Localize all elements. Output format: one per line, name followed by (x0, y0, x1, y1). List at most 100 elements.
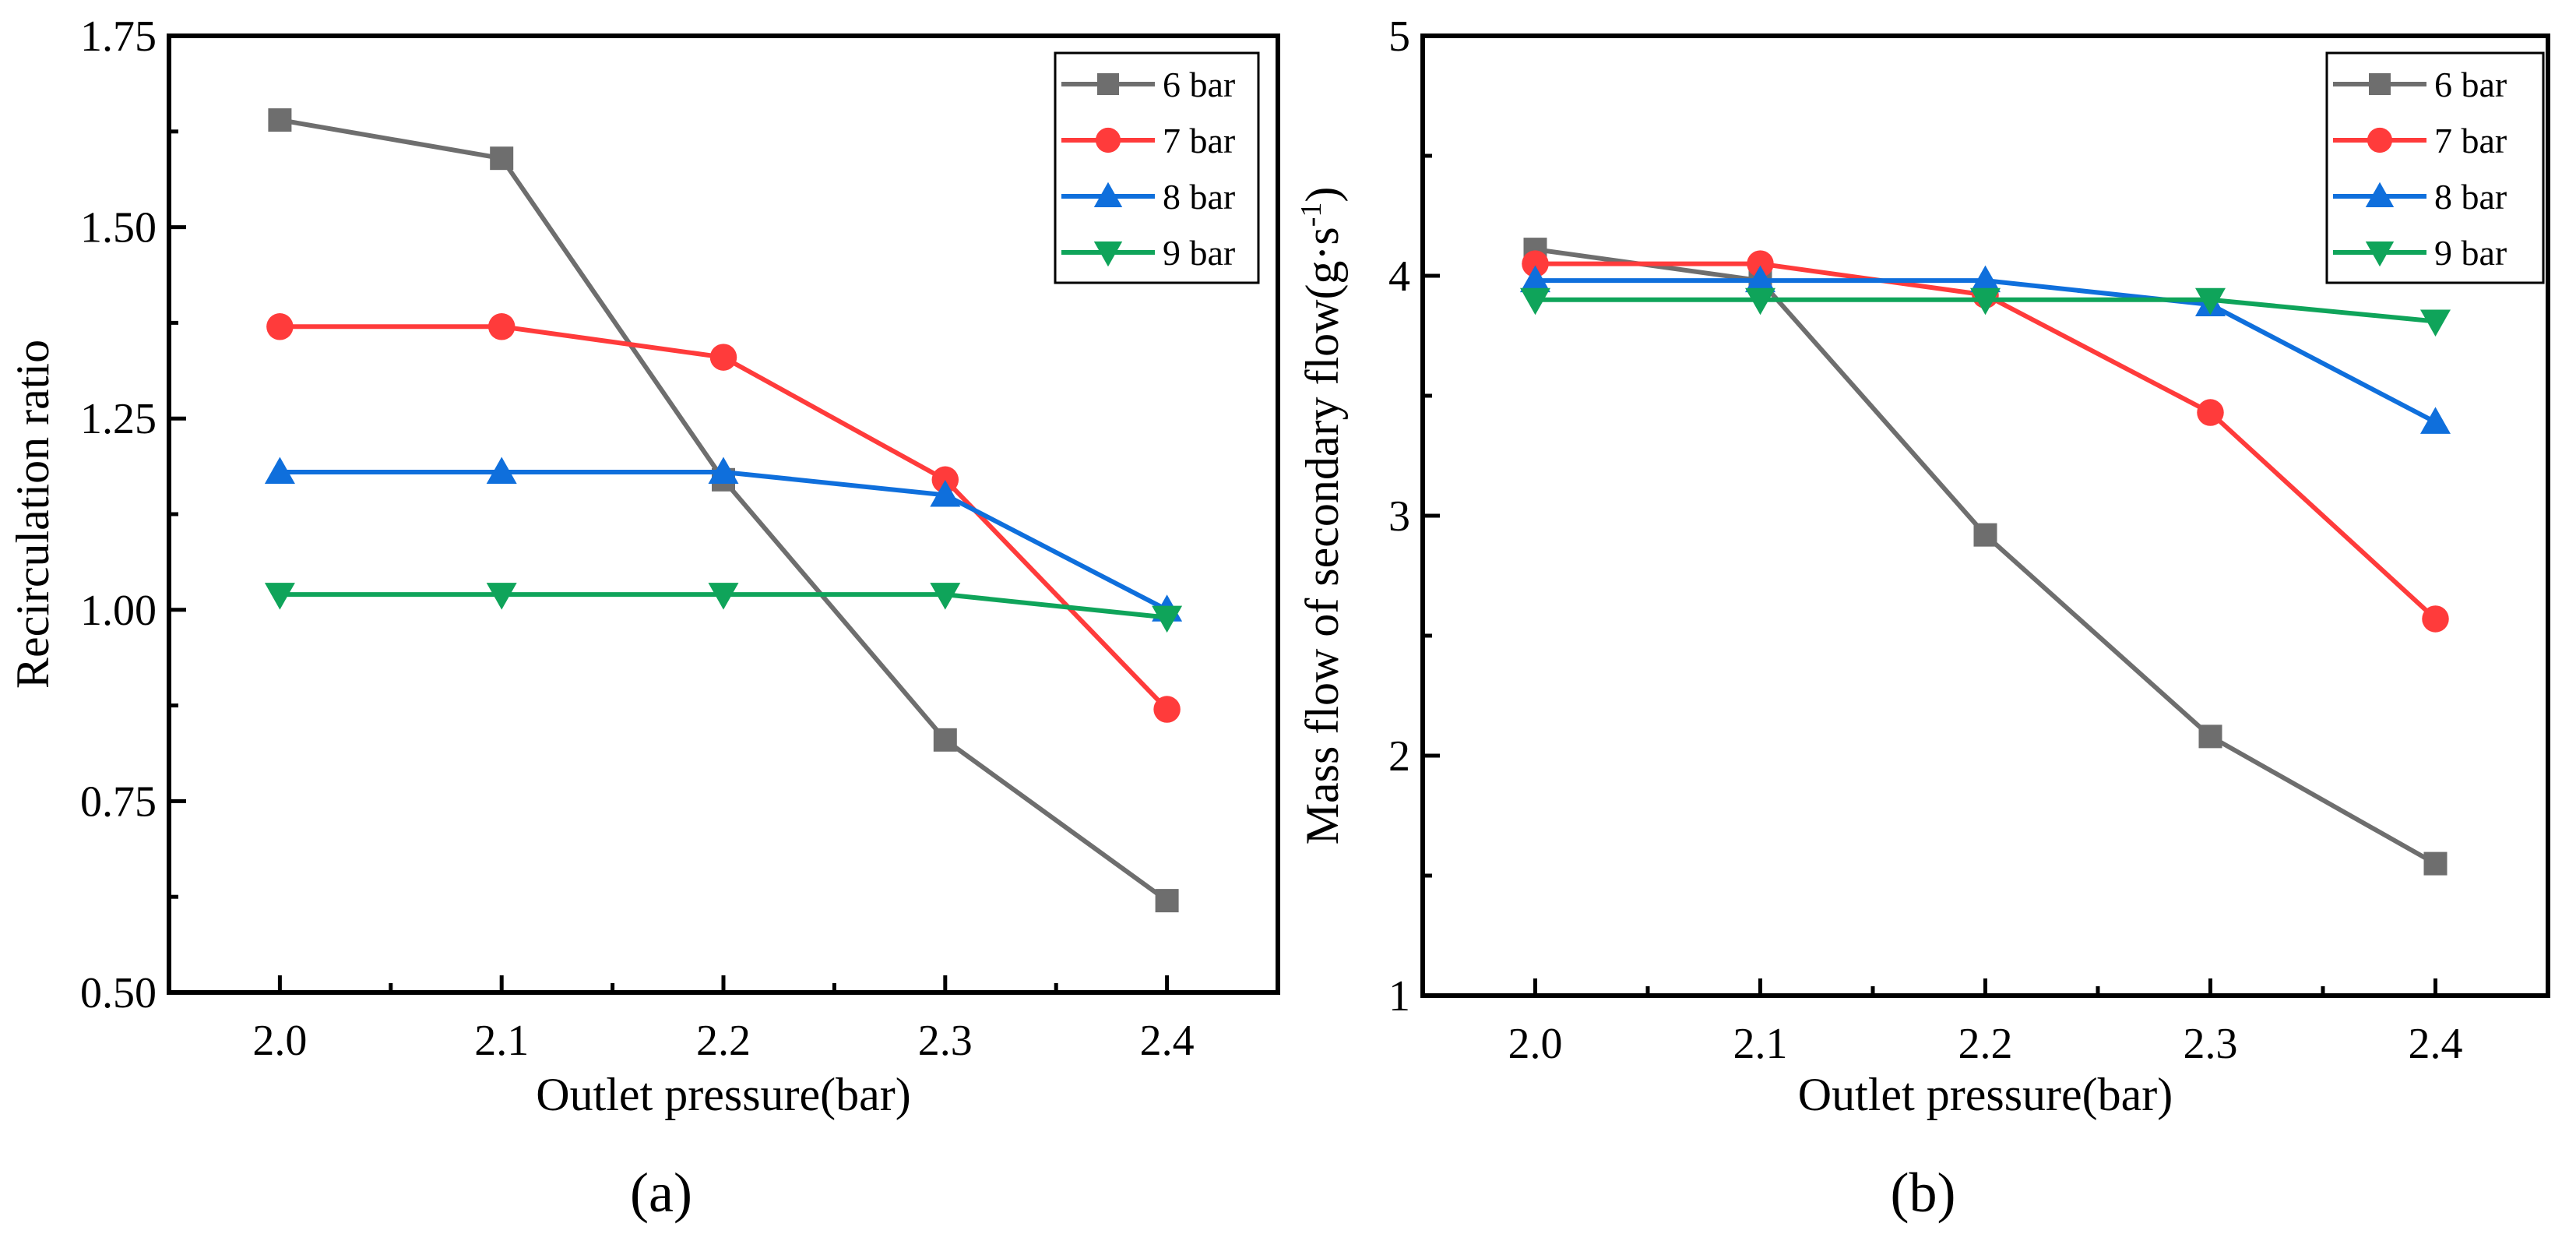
x-tick-label: 2.3 (2184, 1020, 2238, 1068)
y-axis-label: Recirculation ratio (7, 340, 58, 689)
data-point (1970, 265, 2001, 293)
x-tick-label: 2.1 (1733, 1020, 1788, 1068)
series-6-bar (1523, 238, 2448, 876)
y-tick-label: 1.00 (80, 587, 157, 635)
y-axis-label: Mass flow of secondary flow(g·s-1) (1295, 187, 1348, 845)
series-line (1535, 261, 2437, 621)
x-tick-label: 2.0 (1508, 1020, 1563, 1068)
plot-frame (1420, 33, 2550, 998)
data-point (1522, 250, 1549, 277)
data-point (1745, 287, 1775, 316)
legend-marker (1095, 127, 1121, 153)
plot-frame (167, 33, 1280, 995)
x-tick-label: 2.1 (474, 1017, 529, 1065)
data-point (2420, 407, 2451, 434)
y-tick-label: 5 (1388, 12, 1410, 61)
y-tick-label: 4 (1388, 252, 1410, 301)
x-tick-label: 2.4 (2409, 1020, 2463, 1068)
data-point (264, 583, 295, 610)
legend-label: 6 bar (2434, 65, 2507, 104)
legend-label: 9 bar (2434, 233, 2507, 273)
data-point (2420, 309, 2451, 337)
x-tick-label: 2.4 (1140, 1017, 1195, 1065)
y-tick-label: 0.75 (80, 777, 157, 826)
series-line (279, 118, 1169, 903)
y-tick-label: 1.25 (80, 395, 157, 443)
data-point (1153, 696, 1181, 723)
legend-marker (1093, 241, 1123, 267)
y-tick-label: 3 (1388, 492, 1410, 541)
legend: 6 bar 7 bar 8 bar 9 bar (2325, 51, 2545, 284)
y-tick-label: 1.50 (80, 204, 157, 252)
series-9-bar (1520, 287, 2451, 337)
legend-box (2325, 51, 2545, 284)
data-point (930, 479, 961, 507)
y-axis-label-end: ) (1297, 187, 1348, 203)
data-point (1745, 265, 1775, 293)
legend-marker (2365, 241, 2395, 267)
y-tick-label: 0.50 (80, 969, 157, 1017)
series-7-bar (266, 313, 1181, 723)
chart-panel-a: 0.50 0.75 1.00 1.25 1.50 1.75 2.0 2.1 2.2 2.3 2.4 6… (7, 12, 1280, 1224)
y-axis-label-main: Mass flow of secondary flow(g·s (1297, 227, 1348, 844)
x-tick-label: 2.3 (918, 1017, 973, 1065)
data-point (266, 313, 294, 340)
data-point (486, 583, 517, 610)
data-point (1747, 250, 1774, 277)
x-axis-label: Outlet pressure(bar) (536, 1069, 910, 1120)
legend: 6 bar 7 bar 8 bar 9 bar (1054, 51, 1260, 284)
data-point (709, 344, 737, 371)
legend-marker (1093, 182, 1123, 207)
legend-marker (2369, 73, 2391, 95)
legend-box (1054, 51, 1260, 284)
data-point (931, 466, 959, 494)
data-point (490, 146, 514, 171)
data-point (933, 728, 957, 752)
legend-marker (2367, 127, 2393, 153)
data-point (486, 457, 517, 484)
series-8-bar (1520, 265, 2451, 434)
panel-caption: (a) (630, 1162, 692, 1224)
data-point (268, 108, 292, 132)
x-tick-label: 2.2 (696, 1017, 751, 1065)
y-tick-label: 2 (1388, 732, 1410, 781)
data-point (2195, 287, 2226, 316)
legend-label: 6 bar (1163, 65, 1235, 104)
legend-label: 7 bar (2434, 121, 2507, 160)
data-point (1973, 523, 1997, 547)
data-point (1520, 265, 1550, 293)
data-point (708, 583, 739, 610)
x-tick-label: 2.2 (1958, 1020, 2013, 1068)
y-axis-label-main: Recirculation ratio (7, 340, 58, 689)
x-tick-label: 2.0 (252, 1017, 307, 1065)
legend-label: 8 bar (1163, 177, 1235, 217)
y-tick-label: 1.75 (80, 12, 157, 61)
series-6-bar (268, 108, 1179, 913)
data-point (2422, 605, 2449, 633)
data-point (1520, 287, 1550, 316)
data-point (1970, 287, 2001, 316)
legend-marker (2365, 182, 2395, 207)
y-tick-label: 1 (1388, 972, 1410, 1021)
series-line (280, 324, 1169, 711)
data-point (708, 457, 739, 484)
data-point (2197, 399, 2224, 426)
legend-label: 9 bar (1163, 233, 1235, 273)
panel-caption: (b) (1891, 1162, 1956, 1224)
legend-marker (1097, 73, 1119, 95)
data-point (1152, 605, 1183, 633)
data-point (264, 457, 295, 484)
data-point (930, 583, 961, 610)
x-axis-label: Outlet pressure(bar) (1798, 1069, 2173, 1120)
y-axis-label-sup: -1 (1295, 203, 1328, 227)
data-point (1155, 889, 1179, 913)
data-point (2198, 724, 2222, 749)
legend-label: 8 bar (2434, 177, 2507, 217)
data-point (487, 313, 516, 340)
legend-label: 7 bar (1163, 121, 1235, 160)
series-9-bar (264, 583, 1183, 633)
chart-panel-b: 1 2 3 4 5 2.0 2.1 2.2 2.3 2.4 6 bar 7 bar 8 bar 9 bar… (1295, 12, 2550, 1224)
series-line (1535, 247, 2437, 866)
data-point (2423, 851, 2448, 876)
